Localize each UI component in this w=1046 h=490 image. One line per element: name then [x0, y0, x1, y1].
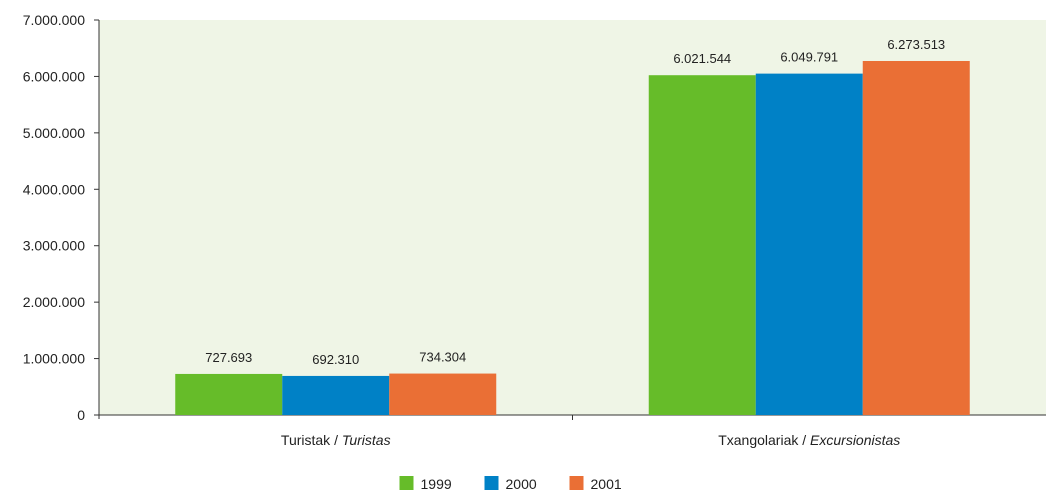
data-label: 6.021.544 [673, 51, 731, 66]
y-tick-label: 2.000.000 [23, 294, 85, 310]
x-category-label: Txangolariak / Excursionistas [718, 432, 900, 448]
y-tick-label: 4.000.000 [23, 181, 85, 197]
bar-2000[interactable] [282, 375, 390, 415]
y-tick-label: 7.000.000 [23, 12, 85, 28]
x-category-label: Turistak / Turistas [281, 432, 391, 448]
y-tick-label: 3.000.000 [23, 238, 85, 254]
bar-1999[interactable] [175, 373, 283, 415]
y-tick-label: 1.000.000 [23, 351, 85, 367]
y-tick-label: 6.000.000 [23, 68, 85, 84]
y-tick-label: 0 [77, 407, 85, 423]
legend-label: 2001 [591, 476, 622, 490]
bar-2000[interactable] [755, 73, 863, 416]
data-label: 6.049.791 [780, 50, 838, 65]
data-label: 727.693 [205, 350, 252, 365]
legend-swatch-2000 [484, 476, 499, 490]
bar-2001[interactable] [389, 373, 497, 415]
bar-2001[interactable] [862, 60, 970, 415]
data-label: 734.304 [419, 350, 466, 365]
data-label: 692.310 [312, 352, 359, 367]
y-tick-label: 5.000.000 [23, 125, 85, 141]
data-label: 6.273.513 [887, 37, 945, 52]
legend-label: 1999 [421, 476, 452, 490]
legend-swatch-1999 [399, 476, 414, 490]
legend-label: 2000 [506, 476, 537, 490]
bar-1999[interactable] [648, 75, 756, 415]
legend-swatch-2001 [569, 476, 584, 490]
